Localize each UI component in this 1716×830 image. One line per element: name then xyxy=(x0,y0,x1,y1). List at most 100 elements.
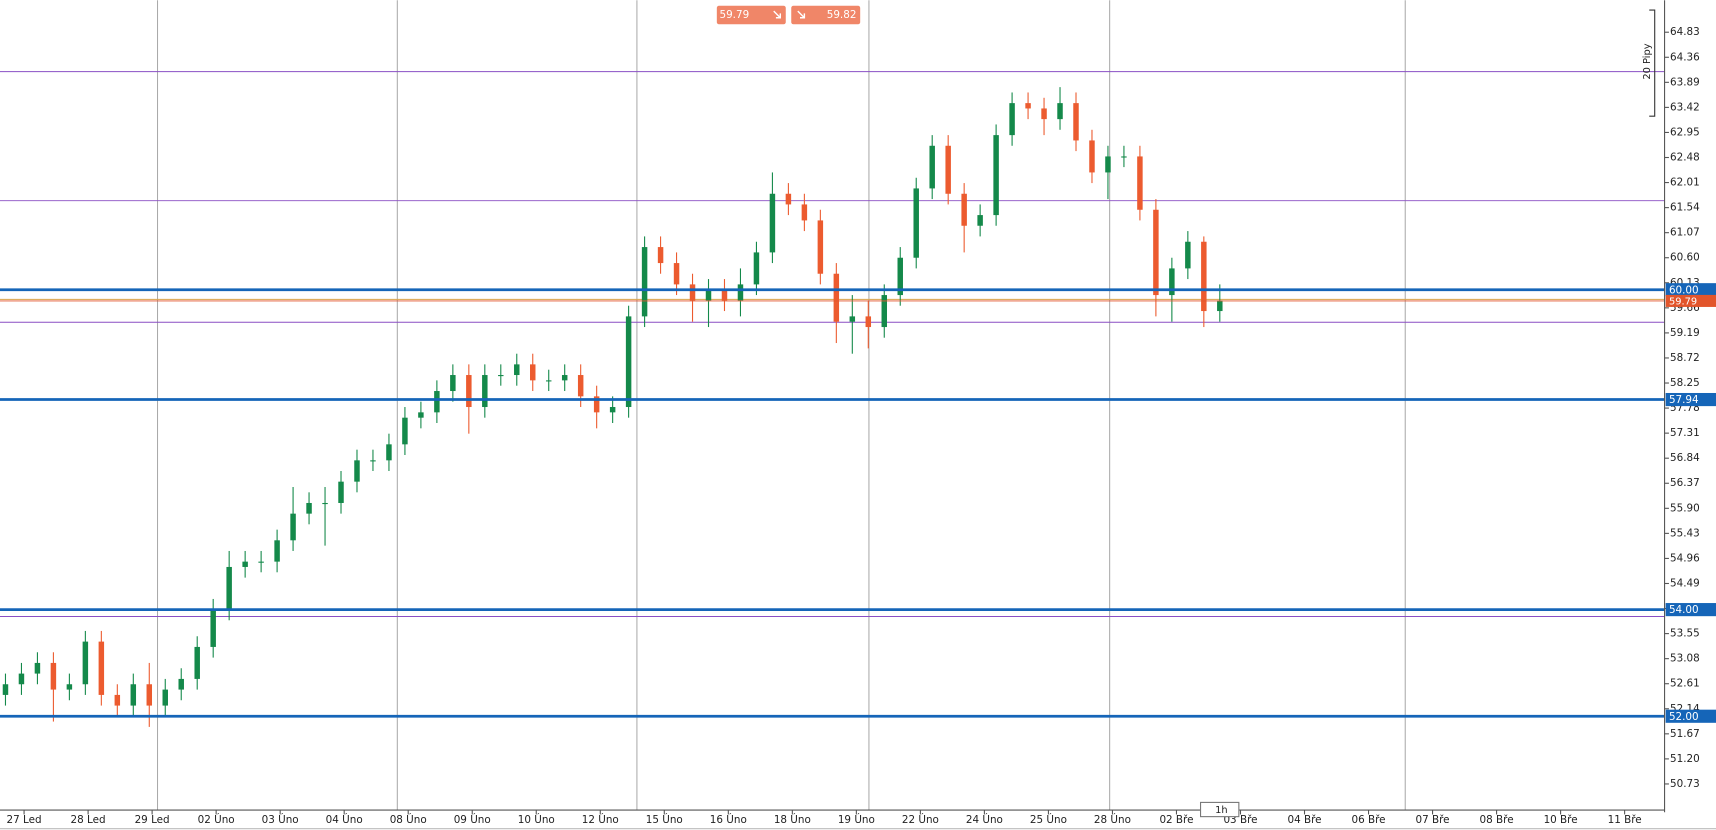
timeframe: 1h xyxy=(1215,805,1227,816)
candle-body xyxy=(194,646,200,679)
candle-body xyxy=(82,641,89,685)
candle-body xyxy=(98,641,105,695)
candle-body xyxy=(258,561,264,563)
candle-body xyxy=(434,391,440,413)
candle-body xyxy=(322,502,328,505)
candle-body xyxy=(817,220,824,274)
level-label-box xyxy=(1665,392,1716,407)
candle-body xyxy=(402,417,408,445)
candle-body xyxy=(1057,103,1063,120)
bid-button[interactable] xyxy=(716,5,786,25)
candle-body xyxy=(977,215,983,226)
candle-body xyxy=(66,684,73,690)
y-tick-label: 55.90 xyxy=(1670,502,1700,514)
x-tick-label: 15 Úno xyxy=(646,813,683,826)
candle-body xyxy=(274,540,280,562)
x-tick-label: 25 Úno xyxy=(1030,813,1067,826)
y-tick-label: 53.55 xyxy=(1670,628,1700,640)
candle-body xyxy=(865,316,872,328)
y-tick-label: 63.89 xyxy=(1670,76,1700,88)
candle-body xyxy=(1025,103,1031,109)
candle-body xyxy=(737,284,744,301)
candle-body xyxy=(641,247,648,317)
y-tick-label: 54.96 xyxy=(1670,552,1700,564)
candle-body xyxy=(849,316,856,322)
candle-body xyxy=(929,145,935,189)
y-tick-label: 53.08 xyxy=(1670,653,1700,665)
candle-body xyxy=(753,252,760,285)
y-tick-label: 59.19 xyxy=(1670,327,1700,339)
candle-body xyxy=(705,289,712,301)
x-tick-label: 03 Úno xyxy=(262,813,299,826)
candle-body xyxy=(482,375,488,408)
x-tick-label: 16 Úno xyxy=(710,813,747,826)
timeframe-frame[interactable] xyxy=(1199,801,1240,818)
x-tick-label: 29 Led xyxy=(135,814,170,826)
y-tick-label: 62.01 xyxy=(1670,177,1700,189)
y-tick-label: 61.54 xyxy=(1670,202,1700,214)
candle-body xyxy=(178,678,184,690)
x-tick-label: 24 Úno xyxy=(966,813,1003,826)
x-tick-label: 28 Úno xyxy=(1094,813,1131,826)
y-tick-label: 52.61 xyxy=(1670,678,1700,690)
ask-box[interactable]: 59.82 xyxy=(791,5,861,25)
candle-body xyxy=(1105,156,1111,173)
candle-body xyxy=(226,566,232,610)
y-tick-label: 55.43 xyxy=(1670,527,1700,539)
x-tick-label: 28 Led xyxy=(71,814,106,826)
bid-price: 59.79 xyxy=(719,9,749,21)
x-tick-label: 11 Bře xyxy=(1608,814,1642,826)
candle-body xyxy=(1041,108,1047,120)
y-tick-label: 58.25 xyxy=(1670,377,1700,389)
candle-body xyxy=(1073,103,1079,141)
candle-body xyxy=(961,193,967,226)
candle-body xyxy=(162,689,168,706)
y-tick-label: 64.83 xyxy=(1670,26,1700,38)
x-tick-label: 10 Úno xyxy=(518,813,555,826)
ask-price: 59.82 xyxy=(827,9,857,21)
candle-body xyxy=(1185,241,1191,269)
candle-body xyxy=(897,257,903,296)
arrow-icon xyxy=(797,10,806,19)
candle-body xyxy=(242,561,248,567)
candle-body xyxy=(466,375,472,408)
y-tick-label: 60.60 xyxy=(1670,252,1700,264)
level-label: 52.00 xyxy=(1669,711,1699,723)
candle-body xyxy=(673,263,680,285)
bid-box[interactable]: 59.79 xyxy=(716,5,786,25)
y-tick-label: 62.48 xyxy=(1670,152,1700,164)
x-tick-label: 19 Úno xyxy=(838,813,875,826)
timeframe-box[interactable]: 1h xyxy=(1199,801,1240,818)
candle-body xyxy=(993,135,999,216)
candle-body xyxy=(881,295,888,328)
candle-body xyxy=(945,145,951,194)
candle-body xyxy=(514,364,520,376)
candle-body xyxy=(498,375,504,377)
y-tick-label: 64.36 xyxy=(1670,51,1700,63)
x-tick-label: 27 Led xyxy=(7,814,42,826)
level-label: 57.94 xyxy=(1669,394,1699,406)
y-tick-label: 51.67 xyxy=(1670,728,1700,740)
candle-body xyxy=(386,444,392,461)
candle-body xyxy=(545,380,552,382)
candle-body xyxy=(1009,103,1015,136)
grid xyxy=(0,0,1665,811)
candle-body xyxy=(561,375,568,381)
candle-body xyxy=(418,412,424,418)
ask-button[interactable] xyxy=(791,5,861,25)
candle-body xyxy=(913,188,919,258)
candle-body xyxy=(146,684,153,706)
y-tick-label: 51.20 xyxy=(1670,753,1700,765)
candle-body xyxy=(290,513,296,541)
candle-body xyxy=(1153,209,1159,296)
candle-body xyxy=(1089,140,1095,173)
candle-body xyxy=(34,662,41,674)
candle-body xyxy=(1121,156,1127,158)
pip-ruler xyxy=(1649,9,1656,117)
candle-body xyxy=(689,284,696,301)
candle-body xyxy=(721,289,728,301)
current-price-box xyxy=(1665,294,1716,307)
candle-body xyxy=(530,364,536,381)
